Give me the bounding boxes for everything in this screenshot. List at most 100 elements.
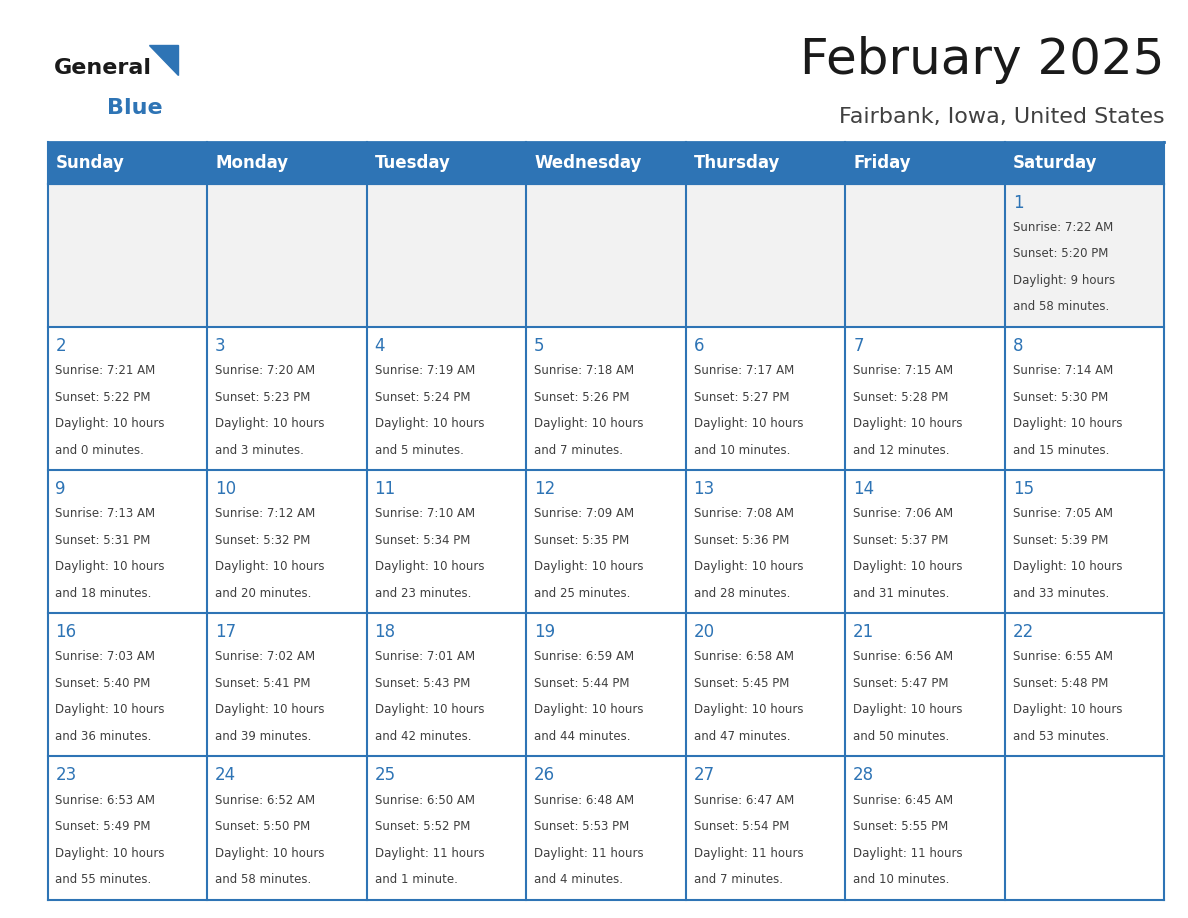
- Text: 24: 24: [215, 767, 236, 785]
- Text: Daylight: 11 hours: Daylight: 11 hours: [694, 846, 803, 859]
- Text: 28: 28: [853, 767, 874, 785]
- Text: Saturday: Saturday: [1012, 154, 1098, 172]
- FancyBboxPatch shape: [207, 613, 367, 756]
- Text: 12: 12: [535, 480, 555, 498]
- Text: Sunrise: 6:45 AM: Sunrise: 6:45 AM: [853, 794, 953, 807]
- Text: Daylight: 10 hours: Daylight: 10 hours: [215, 560, 324, 573]
- FancyBboxPatch shape: [48, 613, 207, 756]
- Text: Daylight: 10 hours: Daylight: 10 hours: [853, 703, 962, 716]
- FancyBboxPatch shape: [367, 613, 526, 756]
- FancyBboxPatch shape: [685, 613, 845, 756]
- FancyBboxPatch shape: [48, 327, 207, 470]
- FancyBboxPatch shape: [526, 184, 685, 327]
- FancyBboxPatch shape: [845, 327, 1005, 470]
- Text: 18: 18: [374, 623, 396, 642]
- Text: 8: 8: [1012, 337, 1023, 355]
- FancyBboxPatch shape: [367, 142, 526, 184]
- Text: and 7 minutes.: and 7 minutes.: [694, 873, 783, 886]
- Text: Daylight: 10 hours: Daylight: 10 hours: [215, 703, 324, 716]
- Text: Sunset: 5:49 PM: Sunset: 5:49 PM: [56, 820, 151, 834]
- Text: Sunset: 5:47 PM: Sunset: 5:47 PM: [853, 677, 949, 690]
- Text: and 10 minutes.: and 10 minutes.: [853, 873, 949, 886]
- Text: Sunset: 5:26 PM: Sunset: 5:26 PM: [535, 390, 630, 404]
- Text: Daylight: 10 hours: Daylight: 10 hours: [853, 417, 962, 430]
- Text: and 53 minutes.: and 53 minutes.: [1012, 730, 1108, 743]
- Text: Sunrise: 7:13 AM: Sunrise: 7:13 AM: [56, 508, 156, 521]
- Text: 26: 26: [535, 767, 555, 785]
- FancyBboxPatch shape: [685, 756, 845, 900]
- FancyBboxPatch shape: [845, 184, 1005, 327]
- Text: Sunset: 5:45 PM: Sunset: 5:45 PM: [694, 677, 789, 690]
- Text: and 3 minutes.: and 3 minutes.: [215, 443, 304, 456]
- Text: 9: 9: [56, 480, 67, 498]
- Text: and 28 minutes.: and 28 minutes.: [694, 587, 790, 599]
- Text: Sunday: Sunday: [56, 154, 125, 172]
- Text: 10: 10: [215, 480, 236, 498]
- FancyBboxPatch shape: [1005, 470, 1164, 613]
- Text: Sunrise: 6:47 AM: Sunrise: 6:47 AM: [694, 794, 794, 807]
- Text: Daylight: 10 hours: Daylight: 10 hours: [215, 846, 324, 859]
- Text: Blue: Blue: [107, 98, 163, 118]
- Text: Daylight: 10 hours: Daylight: 10 hours: [694, 560, 803, 573]
- Text: 14: 14: [853, 480, 874, 498]
- Text: Daylight: 10 hours: Daylight: 10 hours: [853, 560, 962, 573]
- Text: Sunrise: 7:14 AM: Sunrise: 7:14 AM: [1012, 364, 1113, 377]
- Text: Daylight: 10 hours: Daylight: 10 hours: [56, 417, 165, 430]
- Text: Sunrise: 7:06 AM: Sunrise: 7:06 AM: [853, 508, 953, 521]
- FancyBboxPatch shape: [526, 470, 685, 613]
- Text: Daylight: 10 hours: Daylight: 10 hours: [56, 703, 165, 716]
- Text: and 58 minutes.: and 58 minutes.: [1012, 300, 1108, 313]
- Text: Sunset: 5:37 PM: Sunset: 5:37 PM: [853, 533, 948, 547]
- FancyBboxPatch shape: [207, 470, 367, 613]
- FancyBboxPatch shape: [1005, 142, 1164, 184]
- Text: Sunrise: 7:22 AM: Sunrise: 7:22 AM: [1012, 221, 1113, 234]
- FancyBboxPatch shape: [845, 613, 1005, 756]
- Text: and 7 minutes.: and 7 minutes.: [535, 443, 623, 456]
- Text: Sunset: 5:55 PM: Sunset: 5:55 PM: [853, 820, 948, 834]
- Text: 17: 17: [215, 623, 236, 642]
- Text: and 4 minutes.: and 4 minutes.: [535, 873, 623, 886]
- Text: Sunrise: 6:52 AM: Sunrise: 6:52 AM: [215, 794, 315, 807]
- FancyBboxPatch shape: [207, 142, 367, 184]
- Text: Monday: Monday: [215, 154, 289, 172]
- Text: and 33 minutes.: and 33 minutes.: [1012, 587, 1108, 599]
- Text: Daylight: 10 hours: Daylight: 10 hours: [535, 703, 644, 716]
- Text: 21: 21: [853, 623, 874, 642]
- Text: Daylight: 10 hours: Daylight: 10 hours: [374, 560, 484, 573]
- Text: Sunset: 5:50 PM: Sunset: 5:50 PM: [215, 820, 310, 834]
- Polygon shape: [148, 45, 178, 75]
- Text: and 18 minutes.: and 18 minutes.: [56, 587, 152, 599]
- Text: and 36 minutes.: and 36 minutes.: [56, 730, 152, 743]
- Text: and 31 minutes.: and 31 minutes.: [853, 587, 949, 599]
- Text: and 39 minutes.: and 39 minutes.: [215, 730, 311, 743]
- FancyBboxPatch shape: [367, 184, 526, 327]
- FancyBboxPatch shape: [526, 327, 685, 470]
- FancyBboxPatch shape: [526, 613, 685, 756]
- FancyBboxPatch shape: [48, 142, 207, 184]
- Text: 2: 2: [56, 337, 67, 355]
- Text: Sunset: 5:36 PM: Sunset: 5:36 PM: [694, 533, 789, 547]
- Text: Daylight: 10 hours: Daylight: 10 hours: [1012, 560, 1123, 573]
- Text: Sunrise: 7:03 AM: Sunrise: 7:03 AM: [56, 651, 156, 664]
- Text: Friday: Friday: [853, 154, 911, 172]
- Text: 7: 7: [853, 337, 864, 355]
- Text: Sunset: 5:32 PM: Sunset: 5:32 PM: [215, 533, 310, 547]
- Text: Sunset: 5:43 PM: Sunset: 5:43 PM: [374, 677, 470, 690]
- Text: and 50 minutes.: and 50 minutes.: [853, 730, 949, 743]
- Text: and 23 minutes.: and 23 minutes.: [374, 587, 470, 599]
- FancyBboxPatch shape: [685, 470, 845, 613]
- Text: Daylight: 10 hours: Daylight: 10 hours: [694, 417, 803, 430]
- Text: 3: 3: [215, 337, 226, 355]
- Text: Sunrise: 7:19 AM: Sunrise: 7:19 AM: [374, 364, 475, 377]
- Text: Sunrise: 7:12 AM: Sunrise: 7:12 AM: [215, 508, 315, 521]
- Text: Daylight: 10 hours: Daylight: 10 hours: [374, 703, 484, 716]
- Text: Sunrise: 6:53 AM: Sunrise: 6:53 AM: [56, 794, 156, 807]
- FancyBboxPatch shape: [207, 756, 367, 900]
- Text: Daylight: 10 hours: Daylight: 10 hours: [215, 417, 324, 430]
- Text: Sunset: 5:31 PM: Sunset: 5:31 PM: [56, 533, 151, 547]
- Text: 27: 27: [694, 767, 715, 785]
- Text: Daylight: 11 hours: Daylight: 11 hours: [374, 846, 485, 859]
- Text: Daylight: 10 hours: Daylight: 10 hours: [374, 417, 484, 430]
- FancyBboxPatch shape: [48, 184, 207, 327]
- Text: and 25 minutes.: and 25 minutes.: [535, 587, 631, 599]
